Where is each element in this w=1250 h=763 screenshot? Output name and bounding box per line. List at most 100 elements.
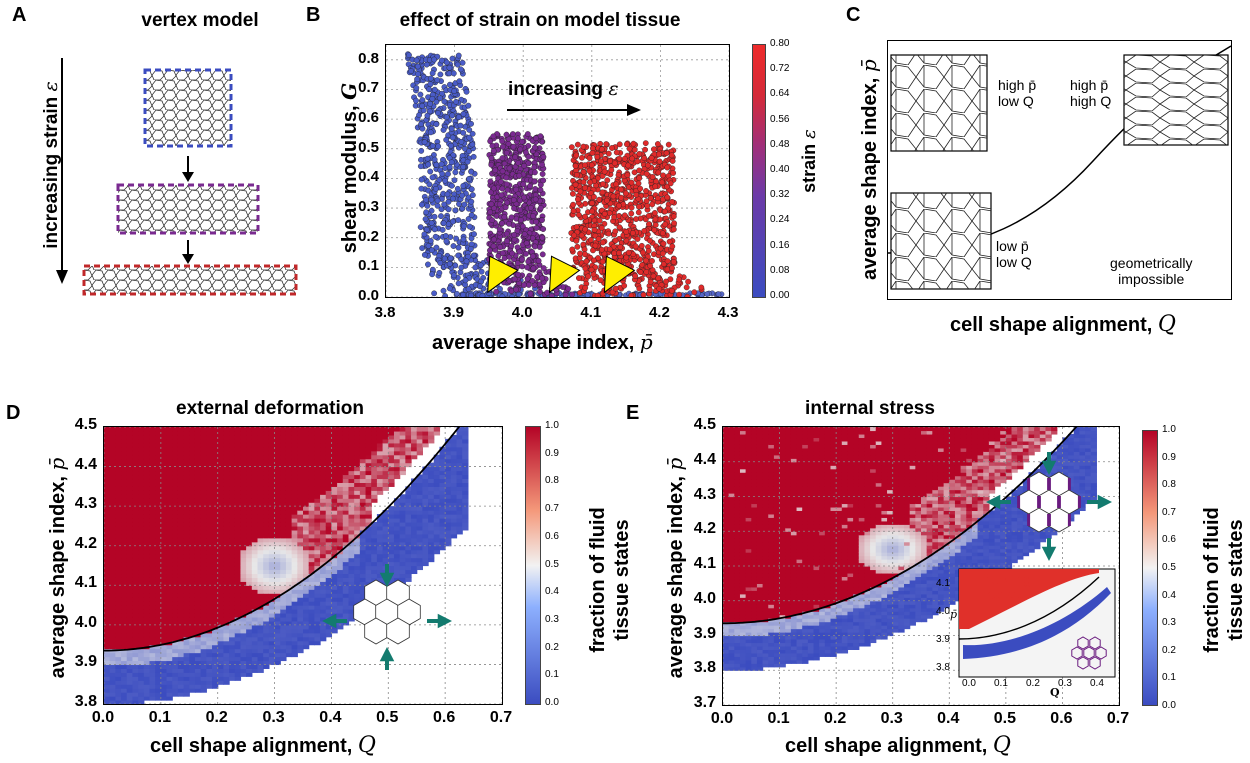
panel-b-point [519, 256, 525, 263]
panel-b-point [580, 179, 587, 185]
panel-d-cell [200, 474, 207, 480]
panel-b-point [624, 141, 630, 148]
panel-b-point [422, 216, 429, 223]
panel-d-plot-frame [103, 426, 503, 705]
panel-d-cell [143, 672, 151, 677]
panel-d-cell [121, 514, 128, 519]
panel-d-cell [115, 506, 122, 511]
panel-d-cell [297, 648, 304, 654]
panel-d-cell [217, 569, 224, 575]
tissue-medium-strain [118, 185, 258, 233]
panel-b-point [469, 141, 476, 148]
panel-d-cell [104, 640, 111, 646]
panel-d-cell [291, 537, 298, 543]
panel-d-cell [223, 510, 230, 515]
panel-d-cell [251, 533, 259, 539]
panel-d-cell [308, 486, 315, 491]
panel-d-cell [206, 427, 213, 432]
panel-d-cell [121, 628, 128, 634]
panel-d-cell [138, 430, 145, 436]
panel-d-cell [257, 557, 264, 563]
panel-d-cell [177, 616, 185, 622]
panel-b-point [440, 220, 447, 227]
panel-c-note-high-p-low-q: high p̄ low Q [998, 77, 1037, 109]
panel-d-cell [189, 506, 196, 511]
panel-d-cell [109, 684, 116, 689]
panel-d-cell [297, 506, 304, 511]
panel-b-point [637, 269, 644, 276]
panel-b-point [598, 146, 605, 153]
panel-d-cell [246, 616, 253, 622]
panel-d-cell [172, 656, 179, 662]
panel-d-cell [160, 438, 168, 444]
panel-d-cell [132, 438, 139, 444]
panel-b-point [433, 121, 440, 128]
panel-d-cell [246, 573, 253, 578]
panel-d-cell [121, 593, 128, 598]
panel-d-cell [166, 644, 173, 650]
panel-d-cell [280, 525, 287, 531]
panel-d-cell [234, 494, 242, 499]
panel-d-cell [172, 585, 179, 590]
panel-b-point [575, 212, 582, 218]
panel-d-cell [280, 557, 287, 563]
panel-d-cell [320, 514, 327, 519]
panel-b-point [460, 292, 466, 297]
panel-d-cell [149, 510, 156, 515]
panel-d-cell [251, 636, 259, 642]
panel-d-cell [206, 593, 213, 598]
panel-d-cell [166, 553, 173, 559]
panel-d-cell [280, 553, 287, 559]
panel-d-cell [217, 549, 224, 555]
panel-b-point [424, 155, 431, 162]
panel-d-cell [183, 652, 190, 658]
panel-d-cell [126, 696, 134, 701]
panel-d-cell [126, 624, 134, 630]
panel-d-cell [274, 573, 281, 578]
panel-d-cell [121, 585, 128, 590]
panel-d-cell [121, 644, 128, 650]
panel-d-cell [280, 533, 287, 539]
panel-d-cell [194, 609, 202, 614]
panel-d-cell [274, 616, 281, 622]
panel-d-cell [177, 502, 185, 507]
panel-d-cell [274, 474, 281, 480]
panel-d-cell [121, 466, 128, 472]
panel-b-point [521, 194, 527, 201]
panel-d-cell [263, 478, 270, 483]
panel-d-cell [285, 577, 293, 582]
panel-d-cell [126, 593, 134, 598]
panel-d-cell [285, 569, 293, 575]
panel-b-point [426, 86, 432, 93]
panel-b-point [460, 111, 467, 117]
panel-b-point [670, 170, 677, 176]
panel-d-cell [166, 577, 173, 582]
panel-d-cell [104, 494, 111, 499]
panel-d-cell [104, 628, 111, 634]
panel-d-cell [308, 577, 315, 582]
panel-d-cell [285, 514, 293, 519]
panel-d-cell [229, 577, 236, 582]
panel-d-cell [263, 470, 270, 476]
panel-b-point [466, 223, 473, 230]
panel-d-cell [126, 438, 134, 444]
panel-d-cell [206, 605, 213, 610]
panel-d-cell [109, 561, 116, 567]
panel-b-point [654, 141, 661, 147]
panel-d-cell [257, 454, 264, 460]
panel-d-cell [104, 466, 111, 472]
panel-d-cell [314, 427, 321, 432]
panel-d-cell [303, 494, 310, 499]
panel-d-cell [104, 506, 111, 511]
panel-d-cell [206, 470, 213, 476]
panel-d-cell [160, 696, 168, 701]
panel-b-arrow-label: increasing ε [508, 78, 619, 100]
panel-b-point [569, 190, 576, 197]
panel-d-cell [115, 680, 122, 685]
panel-d-cell [166, 506, 173, 511]
panel-d-cell [121, 454, 128, 460]
panel-d-cell [246, 593, 253, 598]
panel-d-cell [143, 557, 151, 563]
panel-b-point [582, 162, 588, 169]
panel-b-point [414, 63, 421, 70]
